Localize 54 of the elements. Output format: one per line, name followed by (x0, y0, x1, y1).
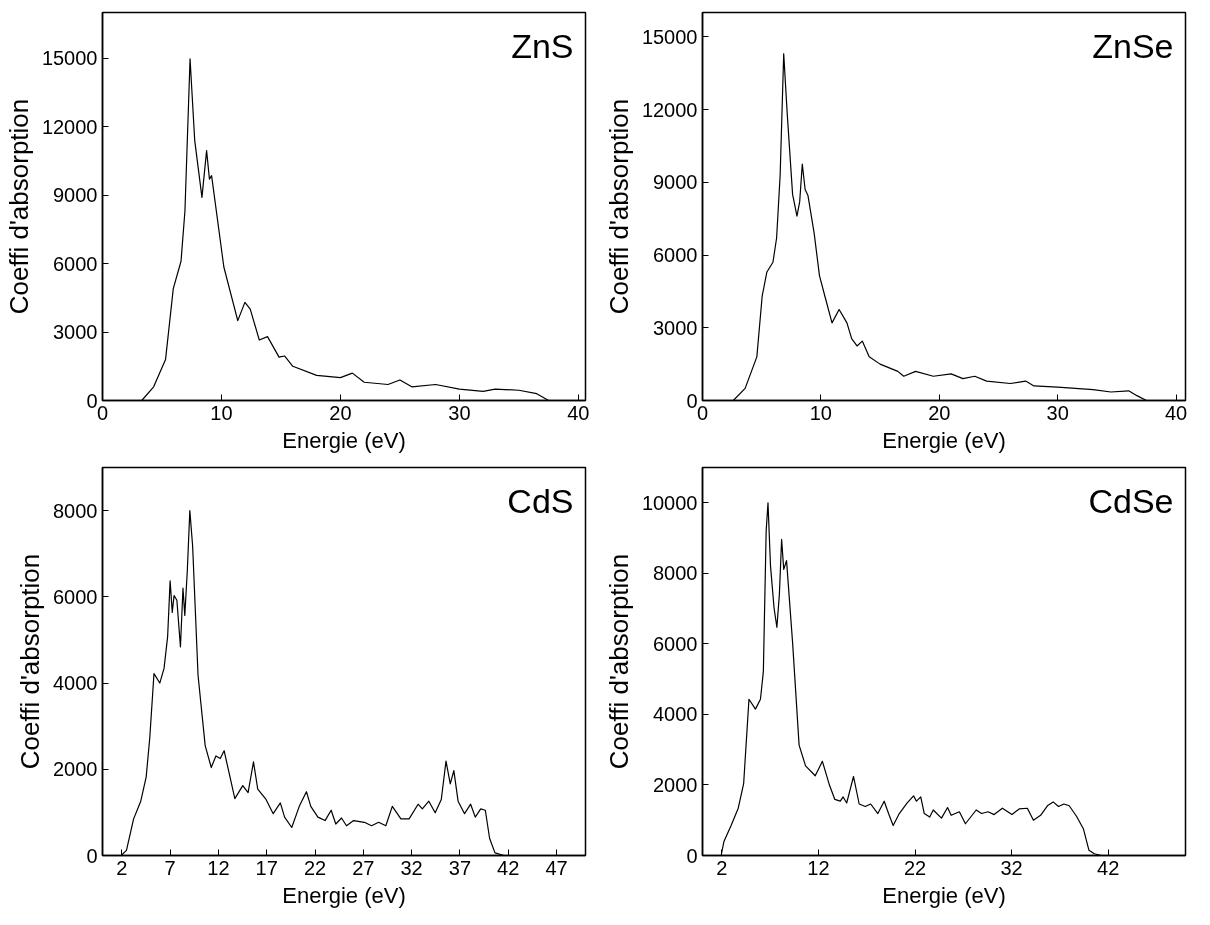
x-tick-label: 2 (116, 856, 128, 879)
x-tick-label: 7 (164, 856, 176, 879)
y-tick-label: 10000 (641, 491, 698, 514)
y-tick-label: 6000 (53, 585, 98, 608)
x-tick-label: 20 (329, 401, 352, 424)
x-tick-label: 42 (497, 856, 520, 879)
x-axis-title: Energie (eV) (882, 882, 1006, 908)
x-tick-label: 2 (716, 856, 728, 879)
x-tick-label: 37 (448, 856, 472, 879)
y-axis-title: Coeffi d'absorption (603, 98, 634, 315)
y-axis-title: Coeffi d'absorption (3, 98, 34, 315)
x-axis-title: Energie (eV) (282, 882, 406, 908)
x-tick-label: 22 (903, 856, 927, 879)
y-tick-label: 6000 (53, 252, 98, 275)
x-tick-label: 40 (567, 401, 590, 424)
y-tick-label: 9000 (53, 184, 98, 207)
y-tick-label: 8000 (653, 562, 698, 585)
x-tick-label: 32 (1000, 856, 1023, 879)
annotation: ZnS (511, 26, 574, 65)
x-tick-label: 20 (928, 401, 951, 424)
x-tick-label: 42 (1097, 856, 1120, 879)
y-tick-label: 12000 (41, 115, 98, 138)
x-tick-label: 40 (1164, 401, 1188, 424)
y-tick-label: 8000 (53, 499, 98, 522)
y-tick-label: 3000 (653, 316, 698, 339)
y-tick-label: 15000 (641, 25, 698, 48)
y-tick-label: 6000 (653, 244, 698, 266)
x-tick-label: 10 (210, 401, 233, 424)
x-tick-label: 10 (809, 401, 833, 424)
y-tick-label: 4000 (653, 703, 698, 726)
x-tick-label: 32 (400, 856, 423, 879)
annotation: ZnSe (1092, 26, 1174, 65)
y-axis-title: Coeffi d'absorption (603, 553, 634, 770)
y-tick-label: 2000 (653, 773, 698, 796)
x-tick-label: 27 (352, 856, 375, 879)
y-tick-label: 6000 (653, 632, 698, 655)
x-tick-label: 47 (545, 856, 568, 879)
y-tick-label: 2000 (53, 758, 98, 781)
y-tick-label: 15000 (41, 47, 98, 70)
x-tick-label: 22 (303, 856, 327, 879)
y-tick-label: 12000 (641, 98, 698, 121)
x-axis-title: Energie (eV) (882, 427, 1006, 453)
x-tick-label: 12 (207, 856, 230, 879)
y-tick-label: 4000 (53, 672, 98, 695)
annotation: CdSe (1088, 481, 1174, 520)
x-tick-label: 30 (1046, 401, 1069, 424)
x-axis-title: Energie (eV) (282, 427, 406, 453)
y-tick-label: 3000 (53, 321, 98, 344)
x-tick-label: 30 (448, 401, 471, 424)
y-axis-title: Coeffi d'absorption (15, 553, 46, 770)
annotation: CdS (507, 481, 574, 520)
x-tick-label: 12 (807, 856, 830, 879)
y-tick-label: 9000 (653, 171, 698, 194)
x-tick-label: 17 (255, 856, 278, 879)
